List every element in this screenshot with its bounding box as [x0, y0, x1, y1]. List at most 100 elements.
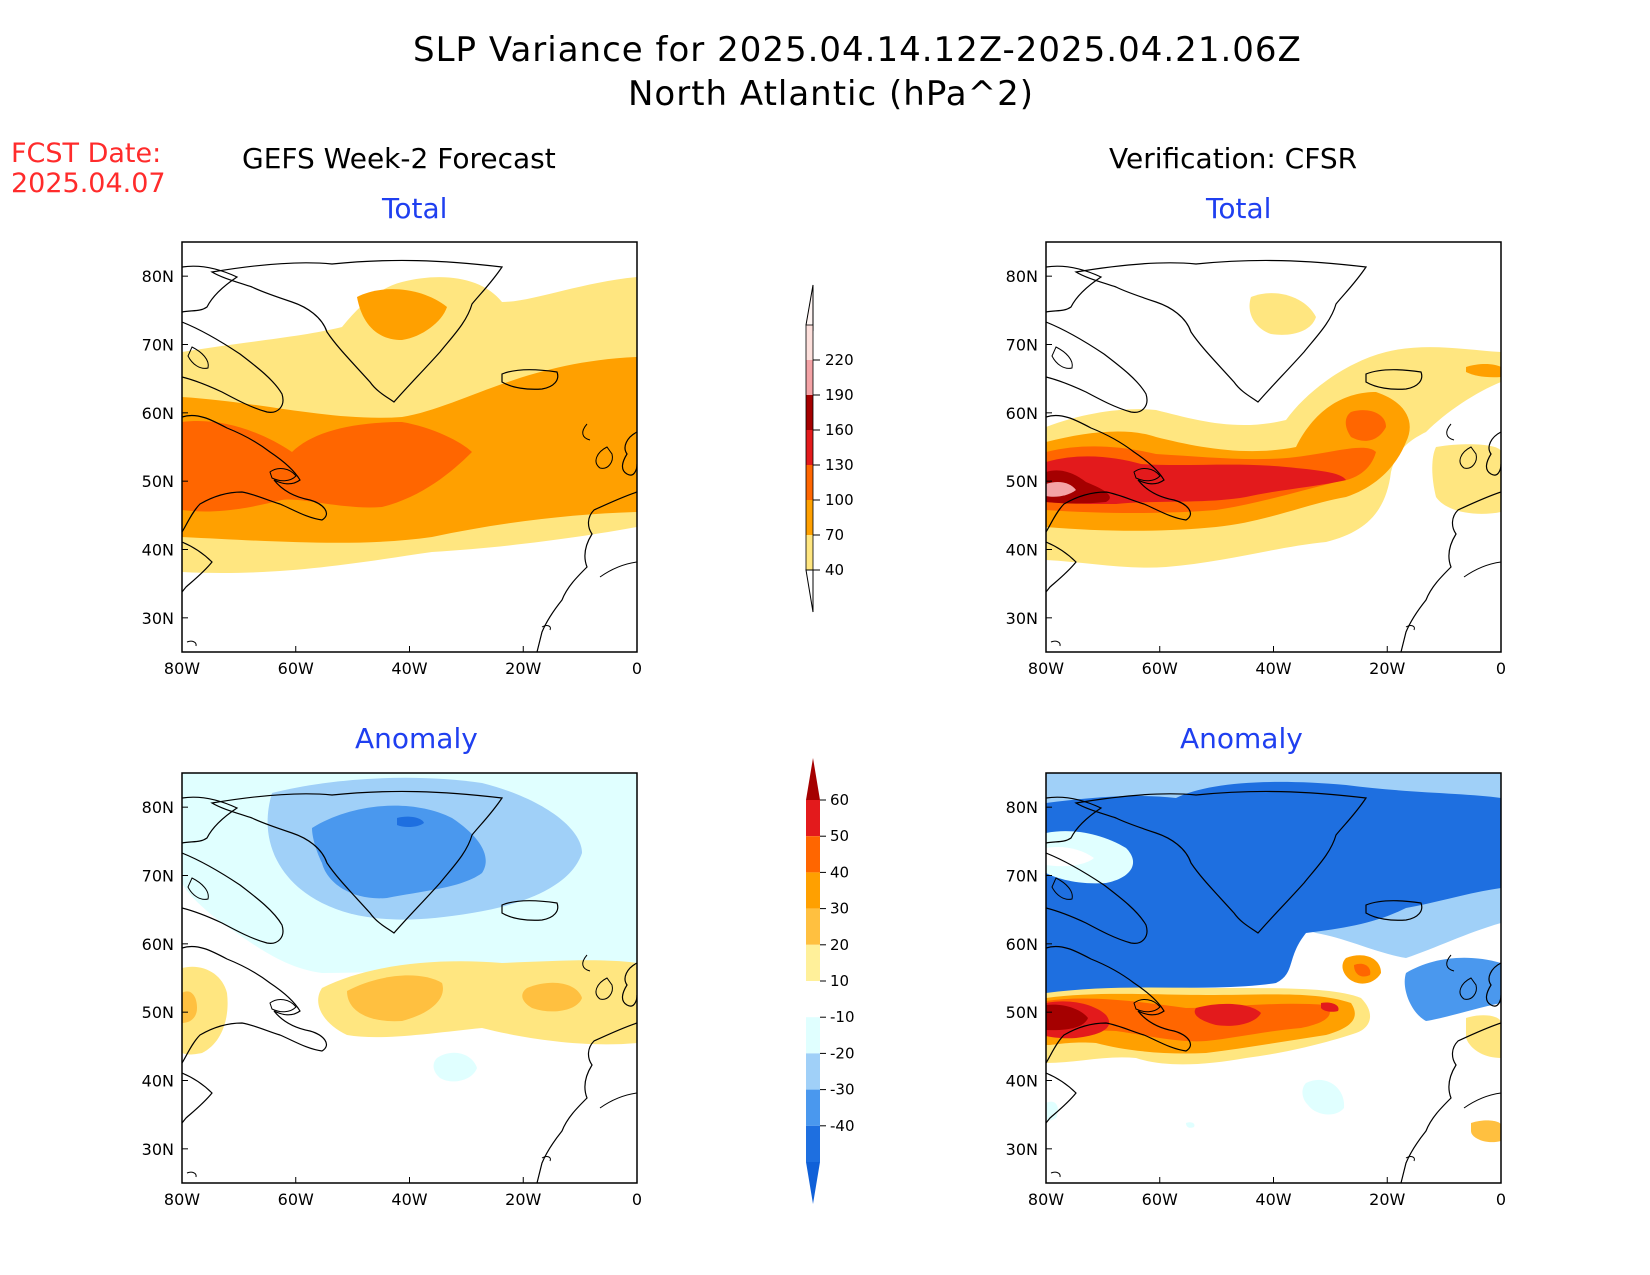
lon-tick-label: 20W: [1369, 659, 1405, 678]
colorbar-anomaly-swatch: [806, 1053, 820, 1090]
lon-tick-label: 60W: [1142, 659, 1178, 678]
lat-tick-label: 30N: [1006, 1140, 1038, 1159]
colorbar-total-bottom-arrow: [805, 569, 814, 613]
colorbar-total-label: 130: [825, 456, 854, 474]
lon-tick-label: 0: [1496, 1190, 1506, 1209]
colorbar-anomaly-label: 30: [830, 900, 849, 918]
lat-tick-label: 70N: [142, 867, 174, 886]
colorbar-total-swatch: [806, 465, 813, 500]
colorbar-anomaly-bottom-arrow: [806, 1162, 820, 1204]
map-gefs-total: [181, 241, 638, 653]
lat-tick-label: 40N: [142, 1072, 174, 1091]
map-cfsr-total: [1045, 241, 1502, 653]
lon-tick-label: 60W: [278, 659, 314, 678]
fcst-date-label: FCST Date:: [11, 138, 162, 169]
lat-tick-label: 40N: [1006, 1072, 1038, 1091]
lon-tick-label: 40W: [1255, 659, 1291, 678]
colorbar-anomaly-label: 40: [830, 863, 849, 881]
colorbar-total-label: 190: [825, 386, 854, 404]
colorbar-total-swatch: [806, 360, 813, 395]
lon-tick-label: 0: [632, 1190, 642, 1209]
colorbar-anomaly-label: 20: [830, 936, 849, 954]
colorbar-anomaly-label: 60: [830, 791, 849, 809]
colorbar-anomaly-swatch: [806, 908, 820, 945]
lon-tick-label: 40W: [1255, 1190, 1291, 1209]
lat-tick-label: 70N: [1006, 867, 1038, 886]
lat-tick-label: 50N: [1006, 1003, 1038, 1022]
colorbar-anomaly-swatch: [806, 1089, 820, 1126]
lon-tick-label: 20W: [1369, 1190, 1405, 1209]
lon-tick-label: 20W: [505, 1190, 541, 1209]
lon-tick-label: 80W: [164, 1190, 200, 1209]
lat-tick-label: 30N: [142, 1140, 174, 1159]
lat-tick-label: 50N: [1006, 472, 1038, 491]
colorbar-total-label: 220: [825, 351, 854, 369]
lon-tick-label: 80W: [1028, 1190, 1064, 1209]
lat-tick-label: 60N: [1006, 404, 1038, 423]
panel-title-cfsr-anomaly: Anomaly: [1180, 722, 1303, 755]
lat-tick-label: 60N: [142, 404, 174, 423]
colorbar-anomaly-swatch: [806, 836, 820, 873]
panel-title-cfsr-total: Total: [1206, 192, 1272, 225]
lat-tick-label: 40N: [142, 541, 174, 560]
lon-tick-label: 60W: [1142, 1190, 1178, 1209]
lat-tick-label: 80N: [1006, 267, 1038, 286]
colorbar-anomaly-swatch: [806, 944, 820, 981]
lat-tick-label: 30N: [1006, 609, 1038, 628]
column-title-left: GEFS Week-2 Forecast: [242, 142, 556, 175]
colorbar-anomaly-label: -30: [830, 1081, 855, 1099]
panel-title-gefs-total: Total: [382, 192, 448, 225]
lat-tick-label: 70N: [142, 336, 174, 355]
colorbar-total: 220 190 160 130 100 70 40: [805, 284, 854, 613]
lon-tick-label: 40W: [391, 1190, 427, 1209]
axes-layer: 80W 60W 40W 20W 0 80N 70N 60N 50N 40N 30N 80W 60W 40W…: [142, 267, 1506, 1209]
colorbar-anomaly-label: 50: [830, 827, 849, 845]
lat-tick-label: 70N: [1006, 336, 1038, 355]
lat-tick-label: 50N: [142, 472, 174, 491]
lat-tick-label: 80N: [1006, 798, 1038, 817]
column-title-right: Verification: CFSR: [1109, 142, 1358, 175]
lat-tick-label: 60N: [1006, 935, 1038, 954]
lon-tick-label: 40W: [391, 659, 427, 678]
lat-tick-label: 30N: [142, 609, 174, 628]
colorbar-total-swatch: [806, 325, 813, 360]
colorbar-total-top-arrow: [805, 284, 814, 331]
fcst-date-value: 2025.04.07: [11, 168, 166, 199]
colorbar-anomaly-swatch: [806, 1125, 820, 1162]
colorbar-total-label: 100: [825, 491, 854, 509]
colorbar-anomaly-label: -10: [830, 1008, 855, 1026]
lat-tick-label: 40N: [1006, 541, 1038, 560]
map-gefs-anomaly: [181, 772, 638, 1184]
lon-tick-label: 0: [632, 659, 642, 678]
lat-tick-label: 50N: [142, 1003, 174, 1022]
lon-tick-label: 0: [1496, 659, 1506, 678]
lon-tick-label: 80W: [164, 659, 200, 678]
colorbar-anomaly-swatch: [806, 872, 820, 909]
colorbar-total-swatch: [806, 395, 813, 430]
colorbar-anomaly-top-arrow: [806, 758, 820, 800]
colorbar-total-swatch: [806, 430, 813, 465]
lon-tick-label: 20W: [505, 659, 541, 678]
colorbar-total-label: 160: [825, 421, 854, 439]
colorbar-anomaly-label: -40: [830, 1117, 855, 1135]
map-cfsr-anomaly: [1045, 772, 1502, 1184]
colorbar-anomaly-swatch: [806, 800, 820, 837]
colorbar-total-label: 70: [825, 526, 844, 544]
chart-title-line2: North Atlantic (hPa^2): [628, 74, 1035, 114]
colorbar-total-swatch: [806, 535, 813, 570]
panel-title-gefs-anomaly: Anomaly: [355, 722, 478, 755]
colorbar-anomaly: 60 50 40 30 20 10 -10 -20 -30 -40: [806, 758, 855, 1204]
lon-tick-label: 80W: [1028, 659, 1064, 678]
chart-title-line1: SLP Variance for 2025.04.14.12Z-2025.04.…: [413, 30, 1302, 70]
lat-tick-label: 60N: [142, 935, 174, 954]
colorbar-total-label: 40: [825, 561, 844, 579]
lon-tick-label: 60W: [278, 1190, 314, 1209]
colorbar-anomaly-swatch: [806, 1017, 820, 1054]
lat-tick-label: 80N: [142, 267, 174, 286]
colorbar-total-swatch: [806, 500, 813, 535]
colorbar-anomaly-swatch: [806, 981, 820, 1018]
lat-tick-label: 80N: [142, 798, 174, 817]
colorbar-anomaly-label: -20: [830, 1044, 855, 1062]
colorbar-anomaly-label: 10: [830, 972, 849, 990]
